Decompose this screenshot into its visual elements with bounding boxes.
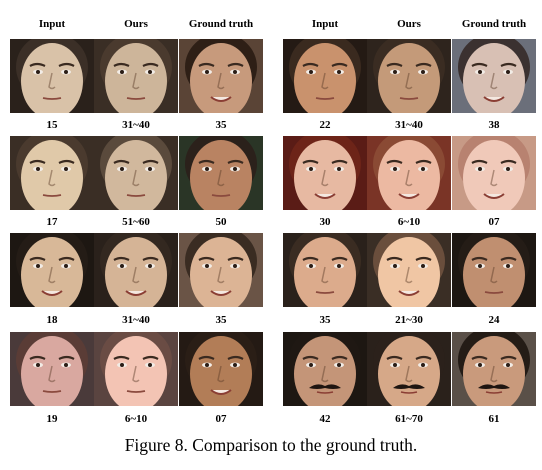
age-label: 31~40 [395, 119, 423, 131]
face-image [10, 39, 94, 113]
face-image [452, 332, 536, 406]
face-image [179, 136, 263, 210]
face-image [283, 136, 367, 210]
face-image [94, 233, 178, 307]
age-label: 22 [319, 119, 331, 131]
face-image [179, 332, 263, 406]
age-label: 6~10 [397, 216, 421, 228]
age-label: 6~10 [124, 413, 148, 425]
age-label: 21~30 [395, 314, 423, 326]
face-image [10, 332, 94, 406]
face-image [452, 39, 536, 113]
age-label: 38 [488, 119, 500, 131]
age-label: 35 [215, 119, 227, 131]
age-label: 07 [215, 413, 227, 425]
face-image [452, 233, 536, 307]
age-label: 42 [319, 413, 331, 425]
face-image [283, 39, 367, 113]
column-header: Input [311, 18, 339, 30]
column-header: Ground truth [188, 18, 254, 30]
age-label: 30 [319, 216, 331, 228]
figure-caption: Figure 8. Comparison to the ground truth… [124, 435, 418, 455]
face-image [179, 39, 263, 113]
face-image [179, 233, 263, 307]
face-image [94, 332, 178, 406]
age-label: 35 [319, 314, 331, 326]
face-image [452, 136, 536, 210]
column-header: Ground truth [461, 18, 527, 30]
age-label: 50 [215, 216, 227, 228]
column-header: Input [38, 18, 66, 30]
face-image [283, 233, 367, 307]
face-image [283, 332, 367, 406]
face-image [367, 332, 451, 406]
age-label: 17 [46, 216, 58, 228]
age-label: 18 [46, 314, 58, 326]
age-label: 61~70 [395, 413, 423, 425]
age-label: 24 [488, 314, 500, 326]
face-image [10, 233, 94, 307]
age-label: 15 [46, 119, 58, 131]
age-label: 07 [488, 216, 500, 228]
age-label: 51~60 [122, 216, 150, 228]
face-image [10, 136, 94, 210]
face-image [367, 136, 451, 210]
age-label: 31~40 [122, 314, 150, 326]
column-header: Ours [397, 18, 421, 30]
face-image [367, 39, 451, 113]
age-label: 31~40 [122, 119, 150, 131]
age-label: 19 [46, 413, 58, 425]
column-header: Ours [124, 18, 148, 30]
age-label: 61 [488, 413, 500, 425]
face-image [367, 233, 451, 307]
face-image [94, 136, 178, 210]
face-image [94, 39, 178, 113]
age-label: 35 [215, 314, 227, 326]
